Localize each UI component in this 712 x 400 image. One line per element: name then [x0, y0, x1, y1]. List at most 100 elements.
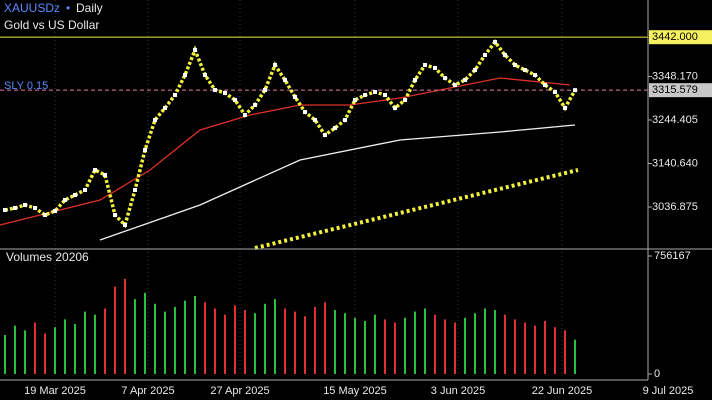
- volume-bar: [24, 330, 26, 374]
- price-point: [43, 213, 47, 218]
- volume-bar: [544, 320, 546, 374]
- price-point: [463, 77, 467, 82]
- price-point: [103, 173, 107, 178]
- price-point: [253, 103, 257, 108]
- price-point: [93, 167, 97, 172]
- volume-bar: [54, 327, 56, 374]
- indicator-line: [254, 168, 579, 250]
- price-point: [313, 118, 317, 123]
- volume-bar: [324, 302, 326, 374]
- volume-bar: [534, 325, 536, 374]
- price-point: [203, 72, 207, 77]
- y-tick-label: 3348.170: [652, 70, 698, 82]
- price-point: [363, 92, 367, 97]
- price-point: [213, 88, 217, 93]
- price-point: [173, 92, 177, 97]
- x-tick-label: 27 Apr 2025: [210, 385, 269, 397]
- price-point: [233, 97, 237, 102]
- level-box: [649, 83, 712, 98]
- volume-bar: [414, 311, 416, 374]
- volume-bar: [494, 310, 496, 374]
- volume-bar: [104, 308, 106, 374]
- price-point: [83, 187, 87, 192]
- subtitle: Gold vs US Dollar: [4, 18, 99, 32]
- price-point: [3, 208, 7, 213]
- volume-bar: [264, 303, 266, 374]
- price-point: [423, 63, 427, 68]
- volume-bar: [364, 320, 366, 374]
- price-point: [73, 193, 77, 198]
- volume-bar: [34, 322, 36, 374]
- volume-bar: [574, 339, 576, 374]
- price-point: [163, 105, 167, 110]
- x-tick-label: 7 Apr 2025: [121, 385, 174, 397]
- price-point: [143, 147, 147, 152]
- price-point: [353, 97, 357, 102]
- price-point: [443, 76, 447, 81]
- price-point: [383, 92, 387, 97]
- y-tick-label: 3140.640: [652, 157, 698, 169]
- volume-bar: [184, 300, 186, 374]
- price-point: [503, 52, 507, 57]
- volume-bar: [564, 330, 566, 374]
- price-point: [53, 208, 57, 213]
- volume-bar: [234, 305, 236, 374]
- volume-bar: [194, 295, 196, 374]
- volume-bar: [214, 308, 216, 374]
- price-point: [333, 125, 337, 130]
- volume-bar: [344, 313, 346, 374]
- volume-bar: [404, 317, 406, 374]
- price-point: [403, 97, 407, 102]
- price-point: [563, 105, 567, 110]
- price-point: [413, 77, 417, 82]
- volume-bar: [44, 333, 46, 374]
- x-tick-label: 22 Jun 2025: [532, 385, 593, 397]
- volume-bar: [304, 316, 306, 374]
- volume-bar: [124, 278, 126, 374]
- price-point: [343, 118, 347, 123]
- price-point: [133, 187, 137, 192]
- x-tick-label: 9 Jul 2025: [643, 385, 694, 397]
- volume-bar: [354, 317, 356, 374]
- volume-bar: [514, 319, 516, 374]
- price-point: [293, 95, 297, 100]
- price-point: [373, 90, 377, 95]
- volume-bar: [144, 292, 146, 374]
- indicator-line: [99, 124, 576, 241]
- price-point: [393, 105, 397, 110]
- volume-bar: [14, 325, 16, 374]
- volume-bar: [284, 308, 286, 374]
- price-point: [273, 63, 277, 68]
- volume-bar: [274, 299, 276, 374]
- price-point: [23, 202, 27, 207]
- price-point: [283, 77, 287, 82]
- volume-bar: [294, 311, 296, 374]
- price-point: [123, 222, 127, 227]
- symbol: XAUUSDz: [4, 1, 60, 15]
- timeframe: Daily: [76, 1, 103, 15]
- volume-bar: [114, 286, 116, 374]
- price-point: [573, 88, 577, 93]
- volume-bar: [554, 327, 556, 374]
- price-point: [183, 72, 187, 77]
- volume-bar: [334, 310, 336, 374]
- price-point: [483, 52, 487, 57]
- price-point: [263, 88, 267, 93]
- level-label: 3315.579: [652, 84, 698, 96]
- volume-bar: [464, 317, 466, 374]
- price-point: [323, 133, 327, 138]
- price-point: [303, 110, 307, 115]
- volume-tick-label: 0: [654, 368, 660, 380]
- volume-bar: [454, 322, 456, 374]
- volume-bar: [164, 311, 166, 374]
- price-point: [113, 213, 117, 218]
- volume-tick-label: 756167: [654, 250, 691, 262]
- volume-bar: [314, 306, 316, 374]
- volume-bar: [174, 306, 176, 374]
- price-line: [4, 39, 577, 229]
- volume-bar: [244, 310, 246, 374]
- price-point: [493, 40, 497, 45]
- level-label: 3442.000: [652, 31, 698, 43]
- price-point: [523, 68, 527, 73]
